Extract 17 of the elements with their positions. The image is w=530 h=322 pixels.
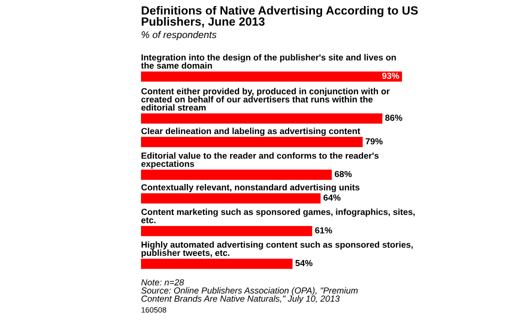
- text: Note: n=28 Source: Online Publishers Association (OPA), "Premium Content Brands Are Native Naturals," July 10, 2013: [141, 279, 358, 304]
- y-tick-label: Clear delineation and labeling as advertising content: [141, 128, 360, 136]
- data-label: 54%: [295, 260, 312, 266]
- y-tick-label: Editorial value to the reader and conforms to the reader's expectations: [141, 152, 379, 169]
- data-label: 64%: [324, 194, 341, 201]
- y-tick-label: Highly automated advertising content such as sponsored stories, publisher tweets, etc.: [142, 241, 413, 258]
- data-label: 79%: [366, 138, 383, 144]
- y-tick-label: Contextually relevant, nonstandard advertising units: [141, 184, 360, 192]
- data-label: 86%: [385, 114, 402, 121]
- data-label: 93%: [382, 72, 400, 79]
- chart-title: Definitions of Native Advertising According to US Publishers, June 2013: [142, 6, 418, 28]
- y-tick-label: Content either provided by, produced in conjunction with or created on behalf of our advertisers that runs within the editorial stream: [141, 88, 390, 111]
- chart-subtitle: % of respondents: [142, 31, 216, 40]
- y-tick-label: Content marketing such as sponsored games, infographics, sites, etc.: [141, 208, 415, 224]
- data-label: 68%: [334, 170, 352, 178]
- y-tick-label: Integration into the design of the publisher's site and lives on the same domain: [141, 54, 396, 69]
- data-label: 61%: [315, 227, 332, 234]
